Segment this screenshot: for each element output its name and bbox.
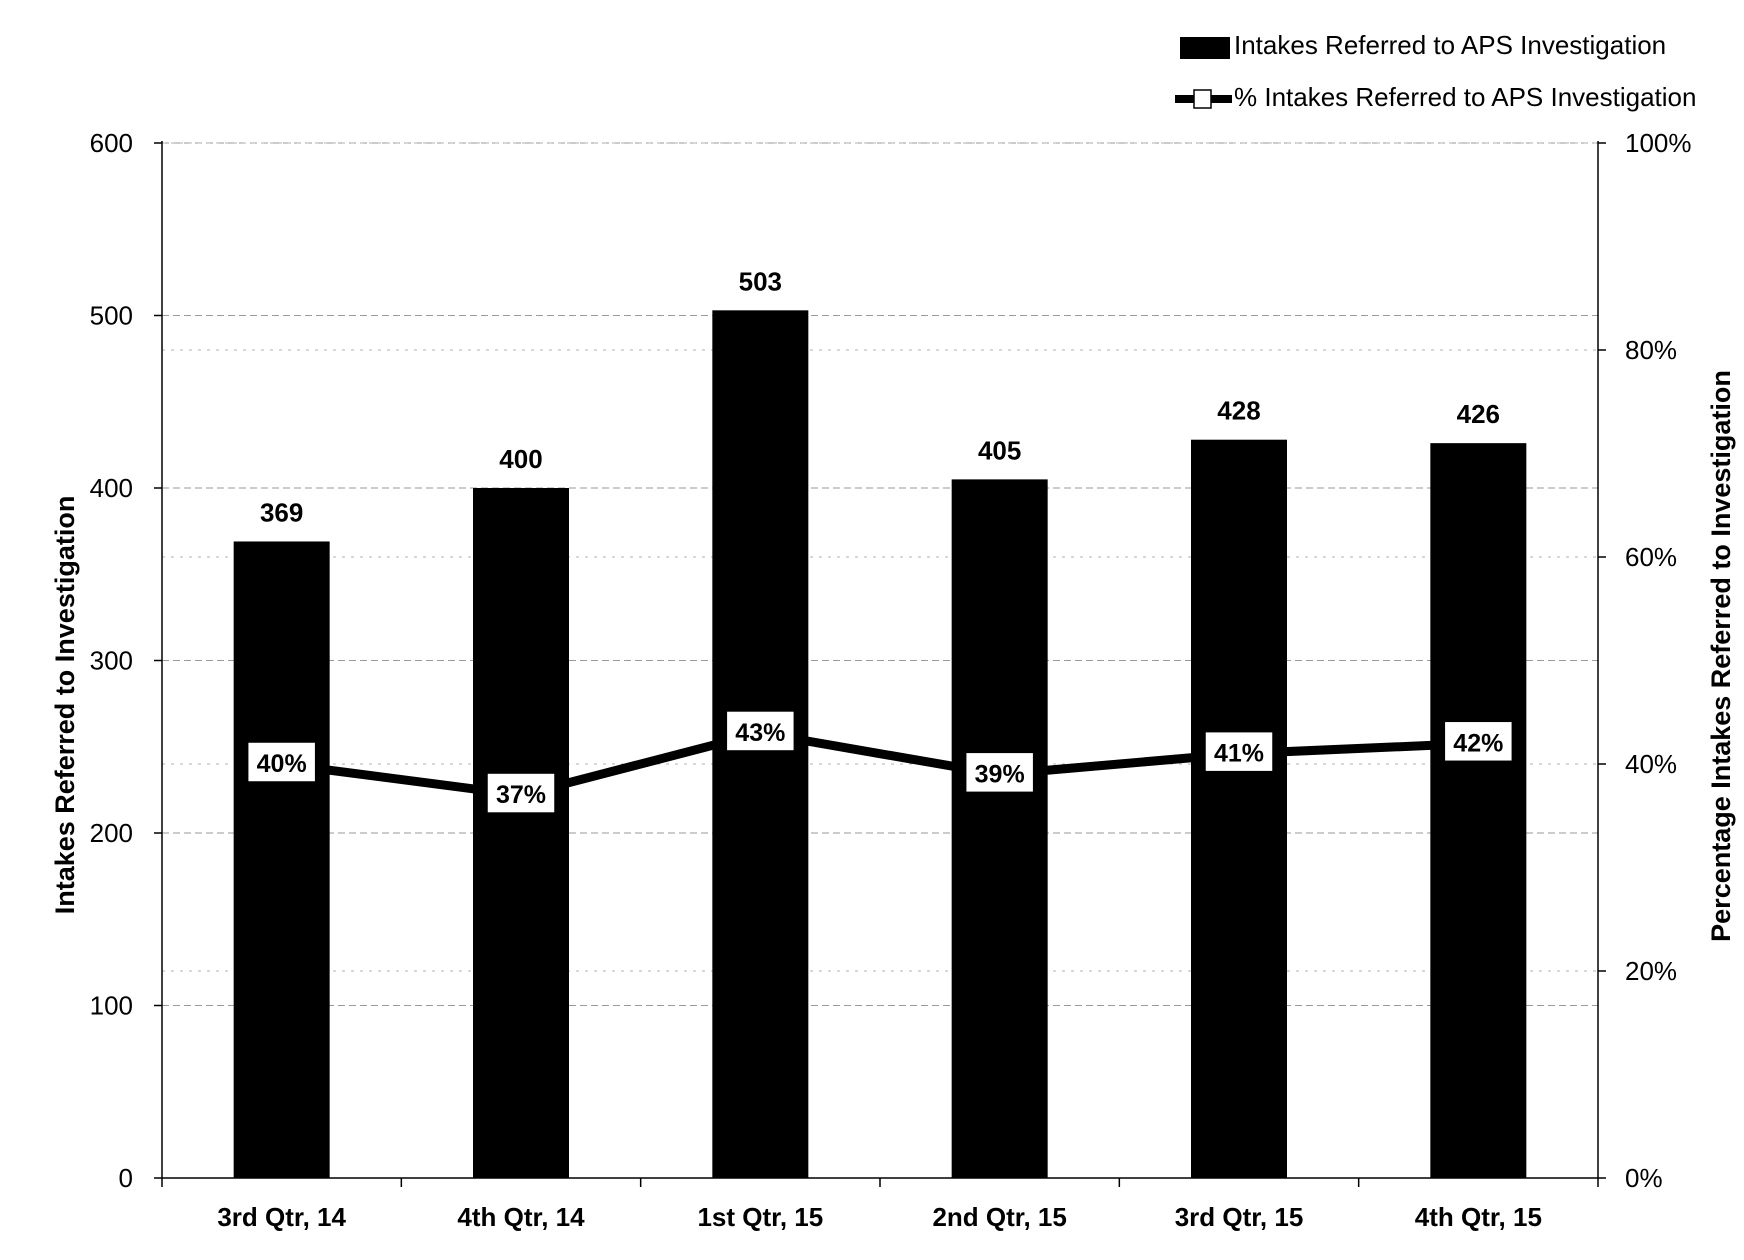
- x-tick-label: 3rd Qtr, 14: [217, 1202, 346, 1232]
- y-tick-label: 600: [90, 128, 133, 158]
- y-tick-label: 200: [90, 818, 133, 848]
- percent-value-label: 43%: [735, 719, 785, 747]
- bar-value-label: 369: [260, 497, 303, 527]
- percent-value-label: 39%: [975, 760, 1025, 788]
- bar-value-label: 400: [499, 444, 542, 474]
- x-tick-label: 3rd Qtr, 15: [1175, 1202, 1304, 1232]
- y-tick-label: 500: [90, 301, 133, 331]
- percent-value-label: 37%: [496, 781, 546, 809]
- percent-label-box: [1204, 730, 1274, 773]
- gridlines: [162, 142, 1598, 1006]
- y-tick-label: 0: [119, 1163, 133, 1193]
- axes: 0 100 200 300 400 500 600 0% 20% 40% 60% 80% 100% 3rd…: [90, 128, 1692, 1232]
- bar: [473, 488, 569, 1178]
- legend-line-label: % Intakes Referred to APS Investigation: [1234, 82, 1696, 112]
- line-series: [277, 728, 1483, 800]
- x-tick-label: 4th Qtr, 14: [457, 1202, 585, 1232]
- y-tick-label: 400: [90, 473, 133, 503]
- x-tick-label: 2nd Qtr, 15: [932, 1202, 1066, 1232]
- x-tick-label: 1st Qtr, 15: [697, 1202, 823, 1232]
- bar-value-label: 428: [1217, 396, 1260, 426]
- bar: [233, 541, 330, 1178]
- percent-label-box: [1443, 720, 1514, 763]
- legend: Intakes Referred to APS Investigation % …: [1175, 30, 1696, 112]
- y2-tick-label: 0%: [1625, 1163, 1663, 1193]
- y2-tick-label: 40%: [1625, 749, 1677, 779]
- bar-series: [233, 310, 1527, 1178]
- legend-line-marker: [1193, 89, 1212, 109]
- bar: [951, 479, 1048, 1178]
- bar: [1430, 443, 1527, 1178]
- bar-value-label: 426: [1457, 399, 1500, 429]
- y2-tick-label: 60%: [1625, 542, 1677, 572]
- y2-tick-label: 20%: [1625, 956, 1677, 986]
- percent-value-label: 40%: [257, 750, 307, 778]
- percent-value-label: 41%: [1214, 740, 1264, 768]
- y2-tick-label: 80%: [1625, 335, 1677, 365]
- percent-label-box: [725, 710, 796, 752]
- percent-label-box: [486, 772, 556, 814]
- legend-bar-swatch: [1180, 37, 1230, 59]
- bar-value-label: 503: [739, 266, 782, 296]
- x-tick-label: 4th Qtr, 15: [1415, 1202, 1542, 1232]
- percent-line: [277, 728, 1483, 800]
- y-axis-title: Intakes Referred to Investigation: [50, 496, 80, 915]
- y2-axis-title: Percentage Intakes Referred to Investiga…: [1706, 370, 1736, 942]
- bar: [1191, 439, 1287, 1178]
- bar-value-label: 405: [978, 435, 1021, 465]
- y-tick-label: 100: [90, 991, 133, 1021]
- data-labels: 369 400 503 405 428 426 40% 37% 43% 39% 41% 42%: [246, 266, 1514, 814]
- percent-label-box: [964, 751, 1035, 794]
- y2-tick-label: 100%: [1625, 128, 1692, 158]
- percent-value-label: 42%: [1453, 729, 1503, 757]
- percent-label-box: [246, 741, 317, 783]
- legend-bar-label: Intakes Referred to APS Investigation: [1234, 30, 1666, 60]
- y-tick-label: 300: [90, 646, 133, 676]
